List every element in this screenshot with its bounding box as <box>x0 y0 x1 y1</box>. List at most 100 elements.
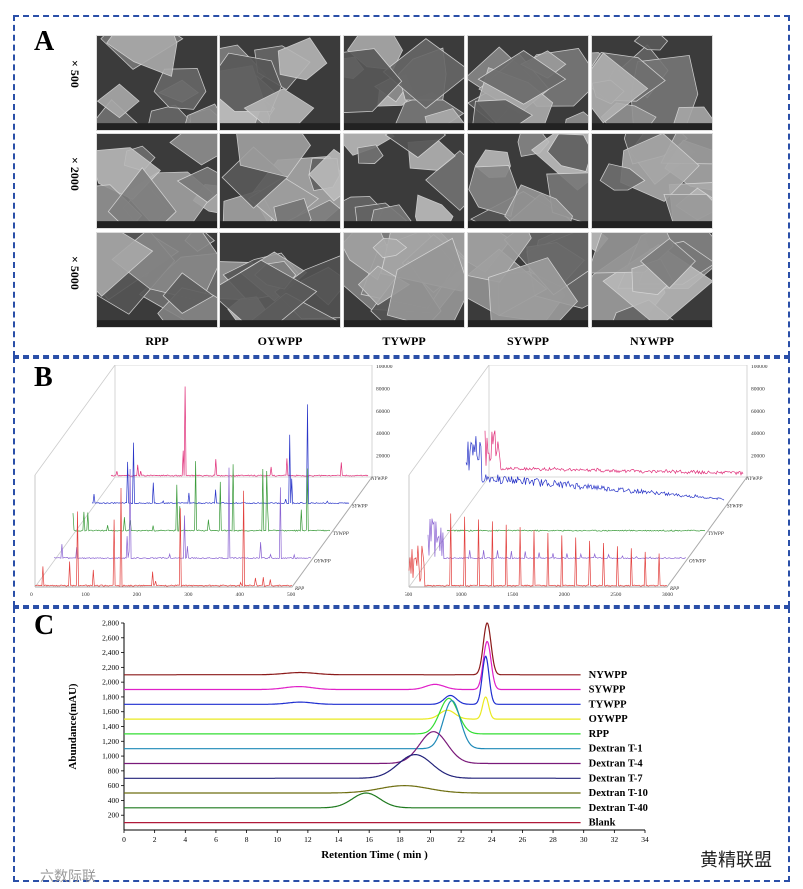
spectrum-series-sywpp <box>465 436 725 501</box>
magnification-label-2000: × 2000 <box>68 157 82 191</box>
panel-c-label: C <box>34 610 55 641</box>
spectrum-frame <box>408 365 748 588</box>
x-tick-label: 300 <box>184 592 193 598</box>
series-line-dextran-t-10 <box>124 785 581 794</box>
panel-a-label: A <box>34 26 55 57</box>
sem-caption-tywpp: TYWPP <box>382 334 426 348</box>
spectrum-plot-right: 20000 40000 60000 80000 100000 500 1000 1500 200… <box>405 365 768 598</box>
series-label: Blank <box>589 818 616 829</box>
y-tick-label: 1,600 <box>102 707 119 716</box>
x-tick-label: 30 <box>580 835 588 844</box>
sem-image-rpp-mag1 <box>96 35 218 131</box>
x-tick-label: 2000 <box>559 592 570 598</box>
panel-b-label: B <box>34 362 53 393</box>
spectrum-series-oywpp <box>427 518 686 560</box>
sem-caption-nywpp: NYWPP <box>630 334 674 348</box>
series-label: NYWPP <box>589 670 628 681</box>
y-tick-label: 2,000 <box>102 678 119 687</box>
sem-image-rpp-mag3 <box>96 232 218 328</box>
spectrum-series-nywpp <box>484 430 744 476</box>
y-tick-label: 400 <box>108 796 120 805</box>
series-line-dextran-t-1 <box>124 700 581 750</box>
x-tick-label: 1000 <box>456 592 467 598</box>
spectrum-series-tywpp <box>446 529 706 532</box>
sem-caption-sywpp: SYWPP <box>507 334 549 348</box>
x-axis-label: Retention Time ( min ) <box>321 849 428 861</box>
x-tick-label: 500 <box>287 592 296 598</box>
x-tick-label: 18 <box>396 835 404 844</box>
magnification-label-5000: × 5000 <box>68 256 82 290</box>
z-tick-label: 20000 <box>751 454 765 460</box>
y-tick-label: 1,000 <box>102 752 119 761</box>
panel-c <box>13 607 790 882</box>
y-axis-label: Abundance(mAU) <box>67 683 79 770</box>
z-tick-label: 60000 <box>376 409 390 415</box>
sem-caption-rpp: RPP <box>145 334 169 348</box>
x-tick-label: 0 <box>122 835 126 844</box>
sem-image-nywpp-mag1 <box>591 35 713 131</box>
x-tick-label: 200 <box>133 592 142 598</box>
x-tick-label: 100 <box>81 592 90 598</box>
x-tick-label: 14 <box>335 835 343 844</box>
series-label: SYWPP <box>589 685 626 696</box>
spectrum-series-label: TYWPP <box>708 532 724 537</box>
z-tick-label: 40000 <box>751 431 765 437</box>
y-tick-label: 1,200 <box>102 737 119 746</box>
series-label: Dextran T-10 <box>589 788 648 799</box>
x-tick-label: 26 <box>519 835 527 844</box>
spectrum-plot-left: 20000 40000 60000 80000 100000 0 100 200 300 400 5… <box>30 365 393 598</box>
sem-image-oywpp-mag3 <box>219 232 341 328</box>
x-tick-label: 34 <box>641 835 649 844</box>
spectrum-series-label: NYWPP <box>370 477 387 482</box>
spectrum-series-label: RPP <box>669 587 679 592</box>
z-tick-label: 80000 <box>376 386 390 392</box>
x-tick-label: 22 <box>457 835 465 844</box>
spectrum-series-label: OYWPP <box>314 560 331 565</box>
x-tick-label: 12 <box>304 835 312 844</box>
z-tick-label: 100000 <box>376 365 393 370</box>
x-tick-label: 2 <box>153 835 157 844</box>
x-tick-label: 28 <box>549 835 557 844</box>
x-tick-label: 24 <box>488 835 496 844</box>
spectrum-series-label: TYWPP <box>333 532 349 537</box>
series-label: Dextran T-4 <box>589 758 644 769</box>
series-line-oywpp <box>124 696 581 720</box>
panel-a <box>13 15 790 357</box>
y-tick-label: 1,800 <box>102 692 119 701</box>
series-label: OYWPP <box>589 714 629 725</box>
z-tick-label: 60000 <box>751 409 765 415</box>
spectrum-series-oywpp <box>53 467 312 560</box>
series-line-dextran-t-4 <box>124 731 581 765</box>
watermark-right: 黄精联盟 <box>700 850 772 870</box>
series-line-dextran-t-40 <box>124 792 581 809</box>
series-line-sywpp <box>124 640 581 691</box>
series-label: RPP <box>589 729 610 740</box>
sem-image-tywpp-mag2 <box>343 133 465 229</box>
x-tick-label: 2500 <box>610 592 621 598</box>
sem-image-sywpp-mag2 <box>467 133 589 229</box>
sem-image-oywpp-mag2 <box>219 133 341 229</box>
z-tick-label: 40000 <box>376 431 390 437</box>
y-tick-label: 2,200 <box>102 663 119 672</box>
series-line-dextran-t-7 <box>124 754 581 779</box>
magnification-label-500: × 500 <box>68 60 82 88</box>
spectrum-series-label: RPP <box>294 587 304 592</box>
sem-image-nywpp-mag2 <box>591 133 713 229</box>
series-label: Dextran T-1 <box>589 744 643 755</box>
x-tick-label: 10 <box>273 835 281 844</box>
series-line-tywpp <box>124 655 581 705</box>
y-tick-label: 2,600 <box>102 633 119 642</box>
y-tick-label: 800 <box>108 766 120 775</box>
y-tick-label: 2,800 <box>102 619 119 628</box>
y-tick-label: 200 <box>108 811 120 820</box>
x-tick-label: 20 <box>427 835 435 844</box>
sem-image-tywpp-mag1 <box>343 35 465 131</box>
sem-caption-oywpp: OYWPP <box>257 334 303 348</box>
series-label: Dextran T-40 <box>589 803 648 814</box>
y-tick-label: 2,400 <box>102 648 119 657</box>
x-tick-label: 0 <box>30 592 33 598</box>
sem-image-sywpp-mag1 <box>467 35 589 131</box>
spectrum-series-nywpp <box>110 386 369 477</box>
spectrum-series-rpp <box>408 513 668 587</box>
series-label: Dextran T-7 <box>589 773 643 784</box>
